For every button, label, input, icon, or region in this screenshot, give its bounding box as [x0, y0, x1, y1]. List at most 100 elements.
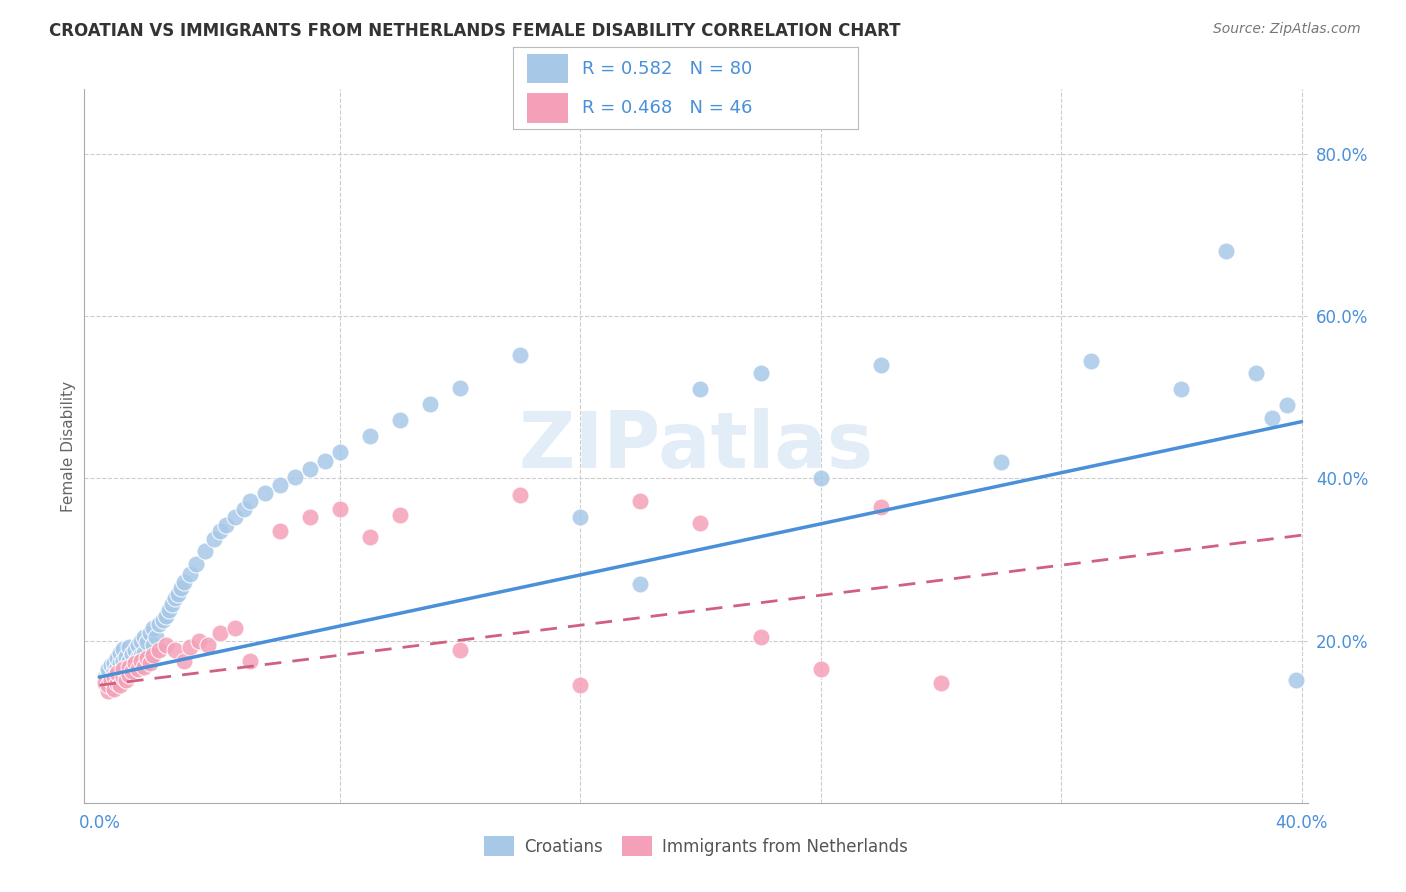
Point: [239, 494, 262, 508]
Point: [224, 622, 246, 636]
Legend: Croatians, Immigrants from Netherlands: Croatians, Immigrants from Netherlands: [477, 830, 915, 863]
Point: [869, 358, 891, 372]
Point: [1215, 244, 1237, 259]
Point: [127, 638, 149, 652]
Point: [569, 678, 592, 692]
Point: [689, 382, 711, 396]
Point: [107, 659, 129, 673]
Point: [142, 638, 165, 652]
Point: [107, 666, 129, 681]
Point: [929, 675, 952, 690]
Point: [155, 609, 177, 624]
Point: [152, 613, 174, 627]
Point: [269, 524, 291, 538]
Point: [166, 586, 188, 600]
Point: [869, 500, 891, 514]
Text: CROATIAN VS IMMIGRANTS FROM NETHERLANDS FEMALE DISABILITY CORRELATION CHART: CROATIAN VS IMMIGRANTS FROM NETHERLANDS …: [49, 22, 901, 40]
Point: [359, 530, 381, 544]
Point: [173, 654, 195, 668]
Text: ZIPatlas: ZIPatlas: [519, 408, 873, 484]
Point: [509, 488, 531, 502]
Point: [136, 651, 159, 665]
Text: R = 0.582   N = 80: R = 0.582 N = 80: [582, 60, 752, 78]
Point: [329, 502, 352, 516]
Y-axis label: Female Disability: Female Disability: [60, 380, 76, 512]
Point: [449, 643, 471, 657]
Point: [118, 654, 141, 668]
Point: [749, 630, 772, 644]
Point: [569, 510, 592, 524]
Point: [112, 654, 135, 668]
Point: [100, 673, 122, 687]
Point: [208, 524, 231, 538]
Point: [124, 657, 146, 671]
Point: [136, 635, 159, 649]
Point: [110, 667, 132, 681]
Text: R = 0.468   N = 46: R = 0.468 N = 46: [582, 99, 752, 117]
Point: [97, 662, 120, 676]
Point: [118, 640, 141, 654]
Point: [179, 567, 201, 582]
Point: [298, 510, 321, 524]
Point: [284, 470, 307, 484]
Point: [124, 657, 146, 671]
Point: [134, 646, 156, 660]
Point: [1080, 354, 1102, 368]
Point: [103, 665, 125, 679]
Point: [121, 659, 143, 673]
Point: [749, 366, 772, 380]
Point: [314, 453, 336, 467]
Point: [142, 648, 165, 663]
Text: Source: ZipAtlas.com: Source: ZipAtlas.com: [1213, 22, 1361, 37]
Point: [131, 654, 153, 668]
Point: [139, 657, 162, 671]
Point: [232, 502, 254, 516]
Point: [145, 630, 167, 644]
FancyBboxPatch shape: [527, 54, 568, 83]
Point: [184, 557, 207, 571]
Point: [1275, 399, 1298, 413]
Point: [329, 445, 352, 459]
Point: [107, 675, 129, 690]
Point: [179, 640, 201, 654]
Point: [118, 667, 141, 681]
Point: [94, 670, 117, 684]
Point: [97, 666, 120, 681]
Point: [155, 638, 177, 652]
Point: [163, 591, 186, 606]
Point: [419, 397, 441, 411]
Point: [103, 682, 125, 697]
Point: [121, 665, 143, 679]
Point: [1260, 410, 1282, 425]
Point: [160, 597, 183, 611]
Point: [1170, 382, 1192, 396]
Point: [112, 662, 135, 676]
Point: [127, 662, 149, 676]
Point: [131, 633, 153, 648]
Point: [124, 643, 146, 657]
Point: [139, 625, 162, 640]
Point: [202, 533, 225, 547]
Point: [94, 675, 117, 690]
Point: [142, 622, 165, 636]
Point: [127, 651, 149, 665]
Point: [112, 641, 135, 656]
Point: [208, 625, 231, 640]
Point: [121, 648, 143, 662]
Point: [148, 643, 170, 657]
FancyBboxPatch shape: [527, 94, 568, 123]
Point: [112, 670, 135, 684]
Point: [224, 510, 246, 524]
Point: [115, 673, 138, 687]
Point: [298, 461, 321, 475]
Point: [110, 657, 132, 671]
Point: [810, 662, 832, 676]
Point: [107, 670, 129, 684]
Point: [990, 455, 1012, 469]
Point: [509, 348, 531, 362]
Point: [100, 673, 122, 687]
Point: [115, 662, 138, 676]
Point: [107, 651, 129, 665]
Point: [118, 659, 141, 673]
Point: [388, 508, 411, 522]
